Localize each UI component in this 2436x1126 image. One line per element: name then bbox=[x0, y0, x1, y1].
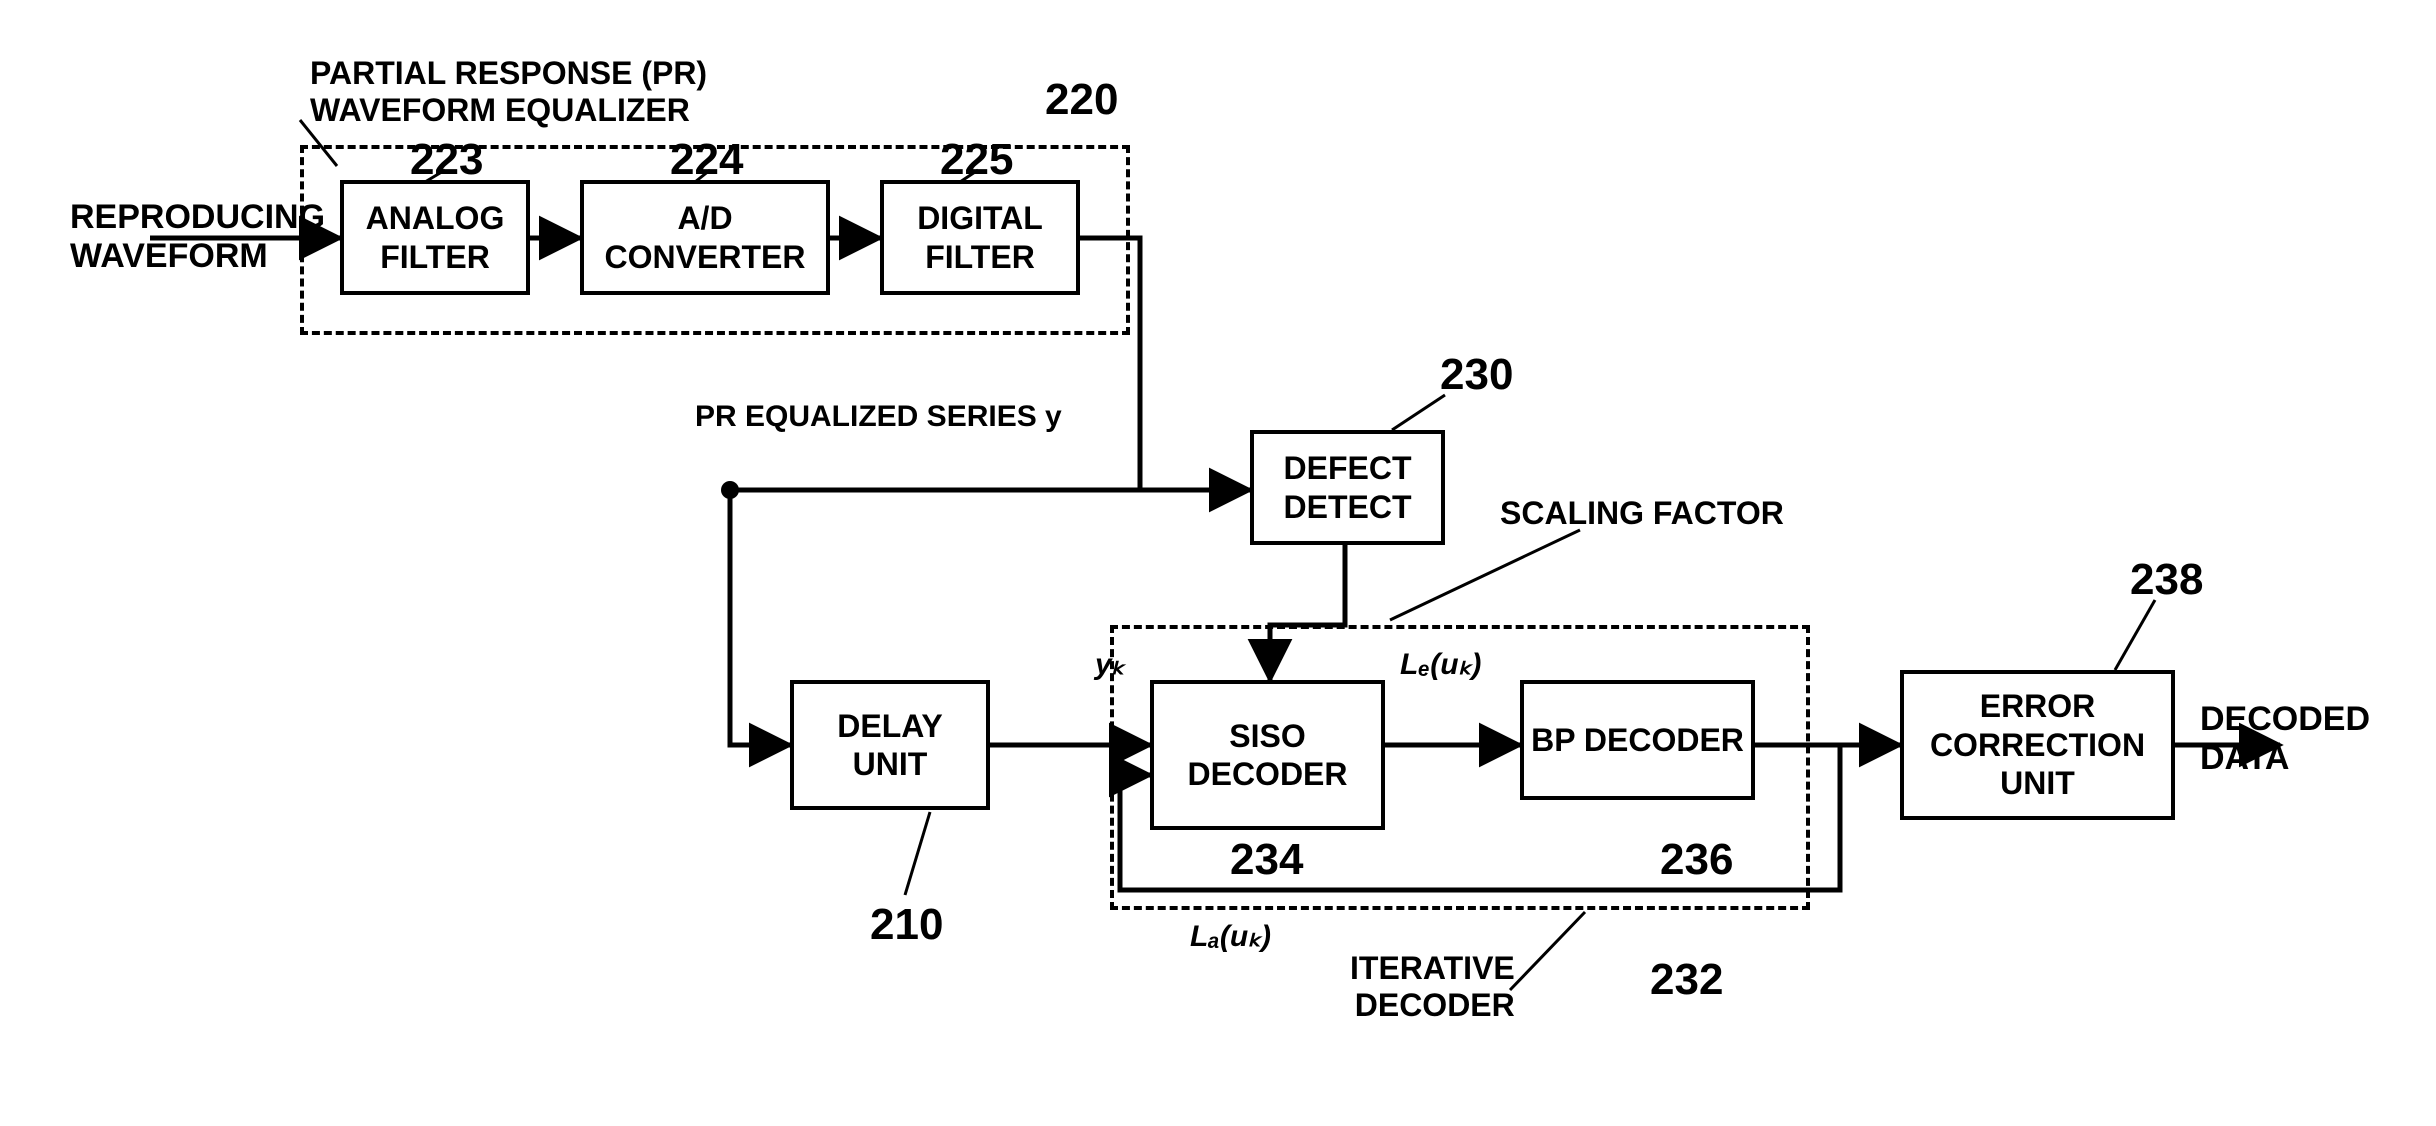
siso-decoder-label: SISO DECODER bbox=[1158, 717, 1377, 794]
error-correction-block: ERROR CORRECTION UNIT bbox=[1900, 670, 2175, 820]
equalizer-title: PARTIAL RESPONSE (PR) WAVEFORM EQUALIZER bbox=[310, 55, 707, 129]
analog-filter-block: ANALOG FILTER bbox=[340, 180, 530, 295]
ref-225: 225 bbox=[940, 135, 1013, 185]
le-label: Lₑ(uₖ) bbox=[1400, 648, 1481, 683]
yk-label: yₖ bbox=[1095, 648, 1124, 683]
ref-234: 234 bbox=[1230, 835, 1303, 885]
digital-filter-block: DIGITAL FILTER bbox=[880, 180, 1080, 295]
defect-detect-label: DEFECT DETECT bbox=[1258, 449, 1437, 526]
ref-210: 210 bbox=[870, 900, 943, 950]
digital-filter-label: DIGITAL FILTER bbox=[888, 199, 1072, 276]
delay-unit-block: DELAY UNIT bbox=[790, 680, 990, 810]
bp-decoder-label: BP DECODER bbox=[1531, 721, 1744, 759]
ref-236: 236 bbox=[1660, 835, 1733, 885]
siso-decoder-block: SISO DECODER bbox=[1150, 680, 1385, 830]
ref-232: 232 bbox=[1650, 955, 1723, 1005]
iterative-decoder-title: ITERATIVE DECODER bbox=[1350, 950, 1515, 1024]
output-label: DECODED DATA bbox=[2200, 700, 2370, 778]
analog-filter-label: ANALOG FILTER bbox=[348, 199, 522, 276]
ref-238: 238 bbox=[2130, 555, 2203, 605]
ref-224: 224 bbox=[670, 135, 743, 185]
scaling-factor-label: SCALING FACTOR bbox=[1500, 495, 1784, 532]
ref-220: 220 bbox=[1045, 75, 1118, 125]
ref-223: 223 bbox=[410, 135, 483, 185]
ref-230: 230 bbox=[1440, 350, 1513, 400]
bp-decoder-block: BP DECODER bbox=[1520, 680, 1755, 800]
delay-unit-label: DELAY UNIT bbox=[798, 707, 982, 784]
defect-detect-block: DEFECT DETECT bbox=[1250, 430, 1445, 545]
la-label: Lₐ(uₖ) bbox=[1190, 920, 1271, 955]
pr-series-label: PR EQUALIZED SERIES y bbox=[695, 400, 1062, 435]
ad-converter-block: A/D CONVERTER bbox=[580, 180, 830, 295]
error-correction-label: ERROR CORRECTION UNIT bbox=[1908, 687, 2167, 802]
ad-converter-label: A/D CONVERTER bbox=[588, 199, 822, 276]
input-label: REPRODUCING WAVEFORM bbox=[70, 198, 325, 276]
